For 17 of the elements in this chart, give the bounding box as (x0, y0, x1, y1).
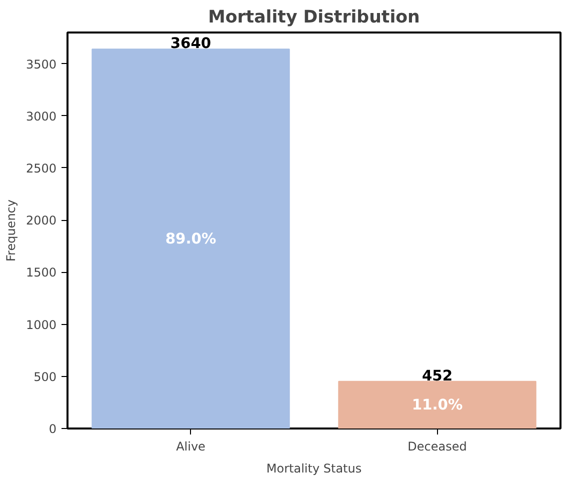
data-label: 3640 (170, 35, 212, 52)
y-axis-title: Frequency (4, 199, 18, 262)
x-axis-title: Mortality Status (266, 462, 362, 476)
y-tick-label: 0 (48, 422, 57, 436)
y-tick-label: 500 (34, 370, 56, 384)
y-tick-label: 1000 (26, 318, 57, 332)
y-tick-label: 3500 (26, 57, 57, 72)
x-tick-label: Alive (176, 440, 206, 454)
annotation: 89.0% (165, 230, 216, 248)
y-tick-label: 2500 (26, 161, 57, 176)
y-tick-label: 3000 (26, 109, 57, 124)
y-tick-label: 1500 (26, 266, 57, 280)
chart-title: Mortality Distribution (208, 8, 420, 28)
data-label: 452 (422, 367, 453, 384)
x-tick-label: Deceased (408, 440, 467, 454)
y-tick-label: 2000 (26, 214, 57, 228)
annotation: 11.0% (412, 396, 463, 414)
